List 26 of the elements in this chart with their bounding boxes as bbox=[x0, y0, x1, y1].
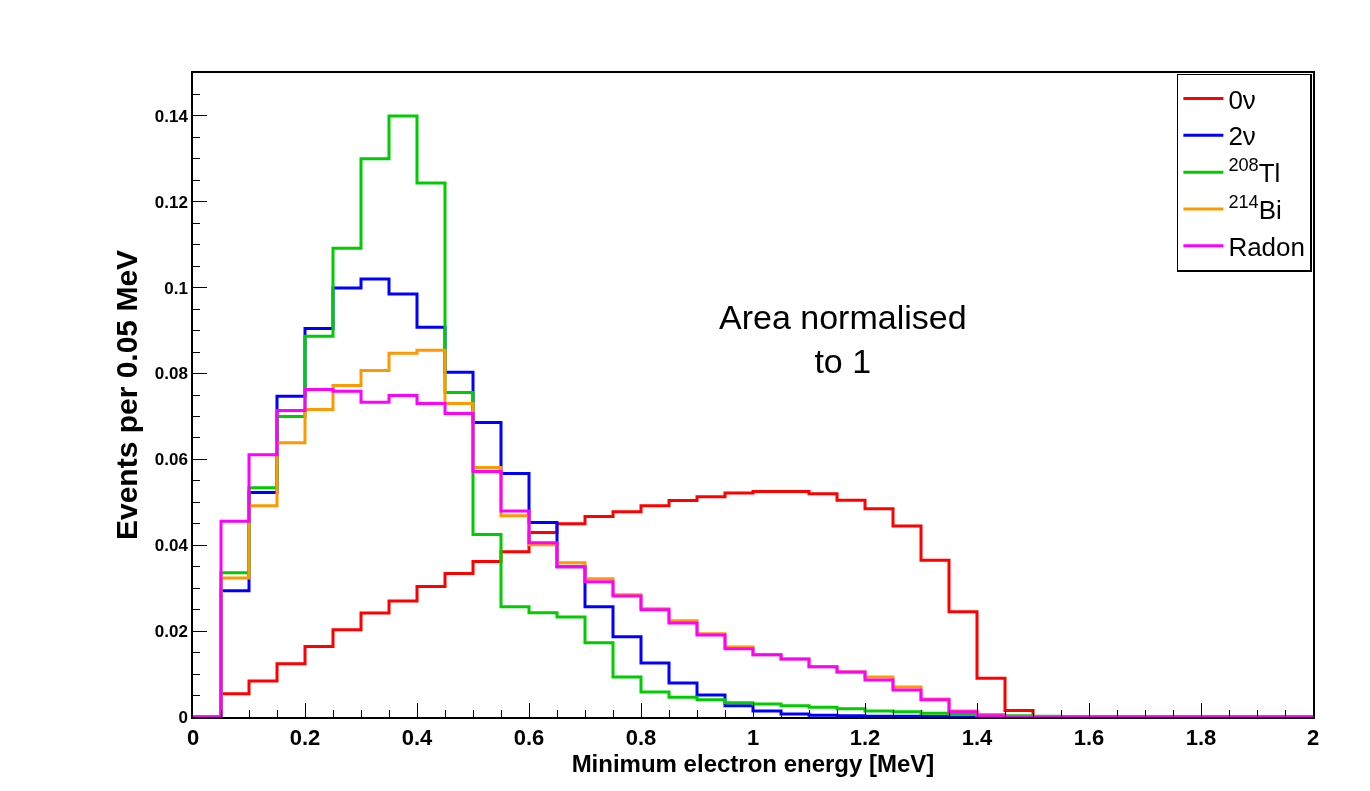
y-tick-label: 0.1 bbox=[164, 278, 188, 298]
legend-label: 2ν bbox=[1228, 121, 1256, 152]
x-tick-label: 1.4 bbox=[961, 725, 994, 751]
y-tick-label: 0.14 bbox=[154, 106, 189, 126]
y-tick-label: 0.08 bbox=[154, 364, 188, 384]
legend-label: 0ν bbox=[1228, 84, 1256, 115]
x-tick-label: 1 bbox=[746, 725, 760, 751]
y-tick-label: 0.12 bbox=[154, 192, 188, 212]
x-tick-label: 0.2 bbox=[289, 725, 321, 751]
y-axis-title: Events per 0.05 MeV bbox=[110, 249, 144, 541]
x-tick-label: 1.8 bbox=[1185, 725, 1217, 751]
x-tick-label: 2 bbox=[1306, 725, 1320, 751]
y-tick-label: 0.06 bbox=[154, 450, 188, 470]
legend-label: $^{208}$Tl bbox=[1228, 155, 1281, 189]
y-tick-label: 0.02 bbox=[154, 622, 188, 642]
x-tick-label: 1.6 bbox=[1073, 725, 1105, 751]
x-tick-label: 0.4 bbox=[401, 725, 434, 751]
x-tick-label: 0.6 bbox=[513, 725, 545, 751]
x-tick-label: 1.2 bbox=[849, 725, 881, 751]
x-tick-label: 0.8 bbox=[625, 725, 657, 751]
legend-label: Radon bbox=[1228, 231, 1306, 262]
legend-label: $^{214}$Bi bbox=[1228, 192, 1282, 226]
y-tick-label: 0.04 bbox=[154, 536, 189, 556]
x-axis-title: Minimum electron energy [MeV] bbox=[571, 750, 935, 778]
y-tick-label: 0 bbox=[178, 707, 188, 727]
annotation: Area normalised to 1 bbox=[719, 298, 967, 381]
